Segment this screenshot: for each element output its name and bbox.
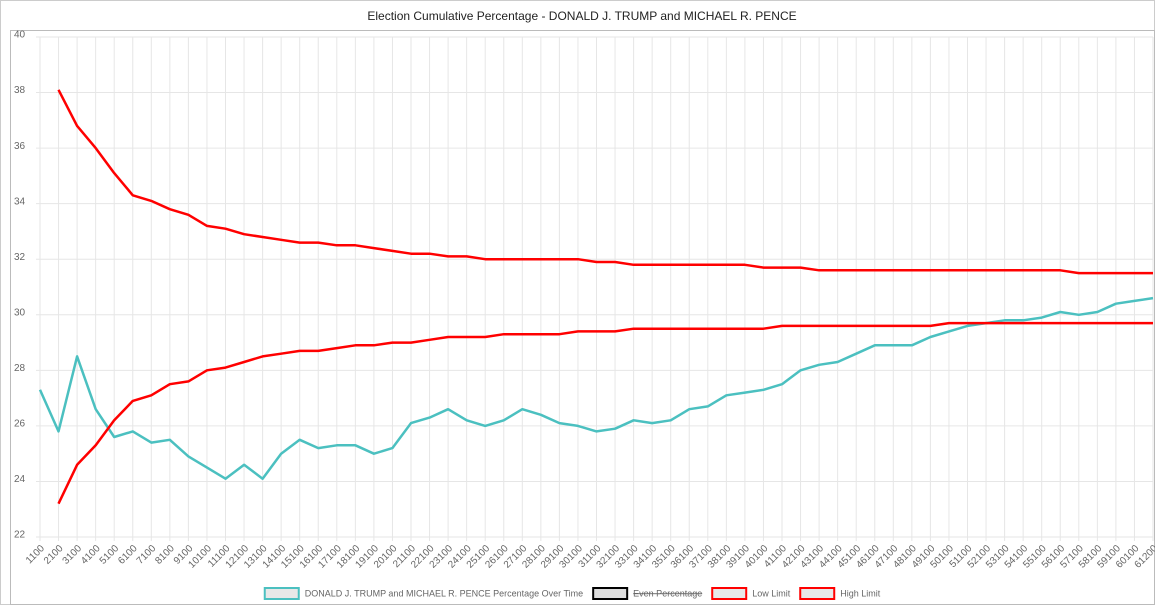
y-tick-label: 26 [14,419,26,430]
x-tick-label: 6100 [116,543,140,567]
x-tick-label: 2100 [42,543,66,567]
legend-swatch [799,587,836,600]
y-tick-label: 34 [14,196,26,207]
legend-swatch [592,587,629,600]
legend-label: Even Percentage [633,588,702,598]
y-tick-label: 36 [14,141,26,152]
y-tick-label: 40 [14,30,26,41]
legend: DONALD J. TRUMP and MICHAEL R. PENCE Per… [263,587,881,600]
x-tick-label: 8100 [153,543,177,567]
x-tick-label: 1100 [24,543,47,566]
chart-title: Election Cumulative Percentage - DONALD … [367,9,796,23]
x-tick-label: 4100 [79,543,103,567]
legend-label: Low Limit [752,588,791,598]
legend-label: High Limit [840,588,881,598]
y-tick-label: 38 [14,85,26,96]
y-tick-label: 28 [14,363,26,374]
legend-swatch [711,587,748,600]
x-tick-label: 5100 [98,543,122,567]
x-tick-label: 3100 [61,543,85,567]
line-series [38,296,1154,480]
y-tick-label: 22 [14,530,26,541]
y-tick-label: 24 [14,474,26,485]
legend-swatch [263,587,300,600]
legend-label: DONALD J. TRUMP and MICHAEL R. PENCE Per… [305,588,583,598]
line-series [57,321,1153,505]
plot-frame [10,30,1155,605]
x-tick-label: 7100 [135,543,159,567]
y-tick-label: 32 [14,252,26,263]
y-tick-label: 30 [14,307,26,318]
line-series [57,89,1153,275]
